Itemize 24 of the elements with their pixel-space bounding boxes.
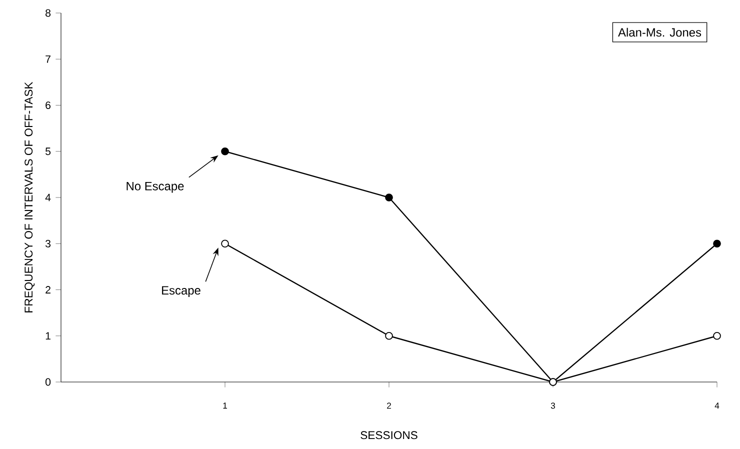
annotation: Alan-Ms. Jones xyxy=(618,28,702,37)
y-tick-label: 2 xyxy=(46,286,50,294)
y-tick-label: 8 xyxy=(46,9,51,17)
x-tick-label: 1 xyxy=(223,402,227,409)
point xyxy=(713,240,721,248)
y-tick-label: 5 xyxy=(46,148,51,156)
y-tick-label: 4 xyxy=(45,194,51,202)
x-axis-title: SESSIONS xyxy=(360,431,418,440)
y-tick-label: 6 xyxy=(46,101,51,110)
x-tick-label: 2 xyxy=(387,402,391,409)
x-tick-label: 4 xyxy=(714,402,720,409)
point xyxy=(221,147,229,156)
point xyxy=(385,194,393,202)
y-axis-title: FREQUENCY OF INTERVALS OF OFF-TASK xyxy=(24,82,35,312)
point xyxy=(713,332,721,340)
text: No Escape xyxy=(126,182,184,193)
point xyxy=(385,332,393,340)
x-tick-label: 3 xyxy=(550,402,556,409)
y-tick-label: 0 xyxy=(46,378,51,386)
point xyxy=(221,240,229,248)
text: Escape xyxy=(162,286,200,297)
y-tick-label: 7 xyxy=(46,55,50,63)
y-tick-label: 3 xyxy=(45,240,51,248)
y-tick-label: 1 xyxy=(46,332,50,340)
